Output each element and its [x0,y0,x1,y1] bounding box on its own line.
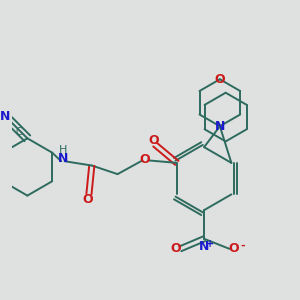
Text: O: O [214,73,225,86]
Text: -: - [241,241,245,251]
Text: O: O [148,134,159,147]
Text: +: + [206,239,214,249]
Text: O: O [82,194,93,206]
Text: O: O [229,242,239,255]
Text: H: H [59,145,67,155]
Text: N: N [199,240,209,253]
Text: O: O [170,242,181,255]
Text: C: C [16,127,22,136]
Text: N: N [0,110,11,123]
Text: O: O [139,153,150,166]
Text: N: N [215,120,225,133]
Text: N: N [58,152,68,165]
